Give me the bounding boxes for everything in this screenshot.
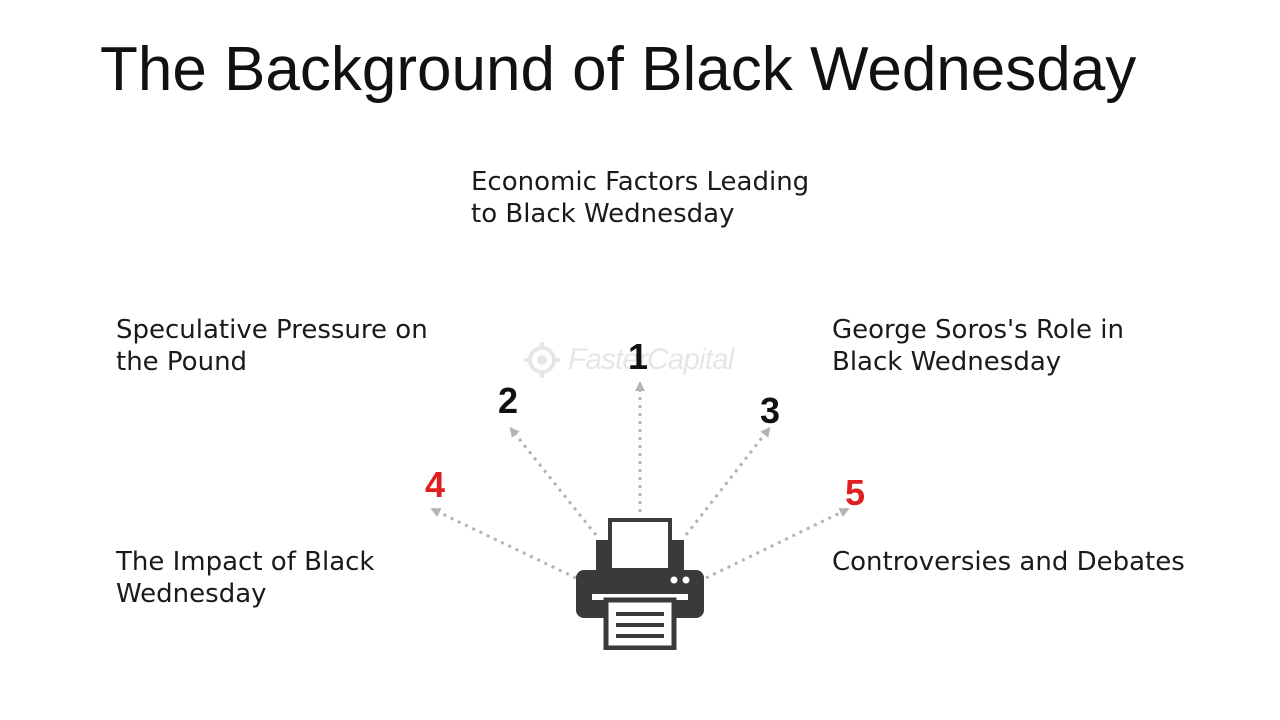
- watermark: FasterCapital: [522, 340, 762, 380]
- printer-icon: [576, 518, 704, 650]
- gear-icon: [524, 342, 560, 378]
- item-number-1: 1: [628, 336, 649, 377]
- item-label-4: The Impact of Black Wednesday: [116, 547, 375, 609]
- arrow-2: [509, 426, 598, 536]
- item-number-2: 2: [498, 380, 519, 421]
- item-number-3: 3: [760, 390, 781, 431]
- item-label-3: George Soros's Role in Black Wednesday: [832, 315, 1124, 377]
- item-number-5: 5: [845, 472, 866, 513]
- item-label-2: Speculative Pressure on the Pound: [116, 315, 428, 377]
- watermark-text: FasterCapital: [568, 343, 734, 376]
- arrow-5: [705, 508, 850, 580]
- item-label-5: Controversies and Debates: [832, 547, 1185, 577]
- arrow-3: [684, 426, 771, 536]
- page-title: The Background of Black Wednesday: [100, 35, 1137, 104]
- arrow-4: [430, 508, 577, 580]
- item-number-4: 4: [425, 464, 446, 505]
- item-label-1: Economic Factors Leading to Black Wednes…: [471, 167, 810, 229]
